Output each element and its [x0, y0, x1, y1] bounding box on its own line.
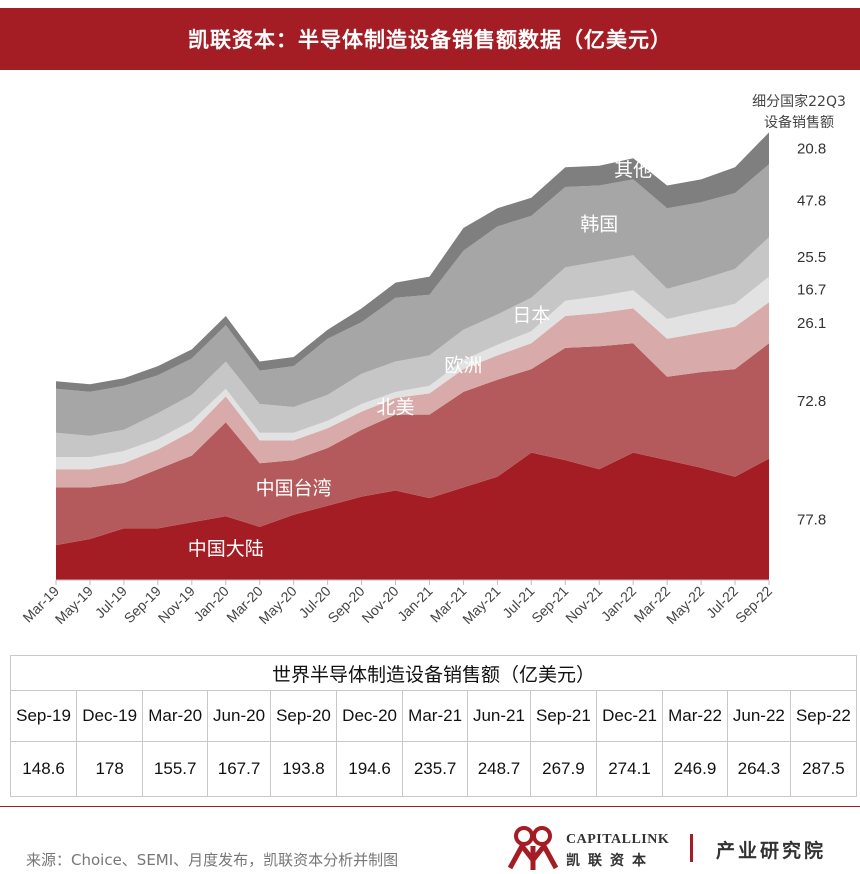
x-tick-label: Nov-19 [155, 583, 198, 626]
area-series-5 [56, 164, 769, 436]
series-label: 欧洲 [444, 355, 482, 377]
x-tick-label: May-21 [459, 583, 503, 627]
table-header-cell: Dec-21 [595, 690, 664, 742]
table-header-cell: Mar-21 [402, 690, 469, 742]
table-header-cell: Dec-20 [336, 690, 404, 742]
x-tick-label: May-20 [255, 583, 299, 627]
footer-divider [0, 806, 860, 807]
x-tick-label: Sep-19 [121, 583, 164, 626]
series-label: 韩国 [580, 213, 618, 235]
x-tick-label: Nov-20 [358, 583, 401, 626]
area-series-0 [56, 452, 769, 580]
area-series-2 [56, 302, 769, 488]
table-value-cell: 274.1 [595, 741, 664, 797]
table-header-cell: Dec-19 [76, 690, 144, 742]
series-label: 其他 [614, 159, 652, 181]
stacked-area-chart: Mar-19May-19Jul-19Sep-19Nov-19Jan-20Mar-… [19, 132, 826, 627]
table-header-cell: Jun-20 [207, 690, 271, 742]
legend-header-line1: 细分国家22Q3 [752, 94, 846, 110]
table-value-cell: 148.6 [9, 741, 78, 797]
table-value-cell: 246.9 [662, 741, 729, 797]
logo-english-name: CAPITALLINK [566, 832, 670, 847]
table-value-cell: 155.7 [142, 741, 209, 797]
table-header-cell: Sep-20 [269, 690, 338, 742]
table-value-cell: 248.7 [467, 741, 531, 797]
x-tick-label: May-19 [52, 583, 96, 627]
q3-value-label: 16.7 [797, 281, 826, 298]
q3-value-label: 77.8 [797, 511, 826, 528]
table-header-cell: Sep-22 [789, 690, 858, 742]
table-header-cell: Mar-20 [142, 690, 209, 742]
table-title: 世界半导体制造设备销售额（亿美元） [10, 655, 857, 691]
legend-header: 细分国家22Q3 设备销售额 [744, 92, 854, 134]
x-tick-label: May-22 [663, 583, 707, 627]
x-tick-label: Nov-21 [562, 583, 605, 626]
series-label: 北美 [377, 396, 415, 418]
table-value-cell: 178 [76, 741, 144, 797]
q3-value-label: 20.8 [797, 140, 826, 157]
area-series-1 [56, 343, 769, 546]
table-header-cell: Mar-22 [662, 690, 729, 742]
q3-value-label: 47.8 [797, 193, 826, 210]
table-value-cell: 194.6 [336, 741, 404, 797]
table-header-cell: Sep-21 [529, 690, 597, 742]
logo-chinese-name: 凯联资本 [566, 853, 654, 869]
page-title: 凯联资本：半导体制造设备销售额数据（亿美元） [188, 28, 672, 52]
q3-value-label: 26.1 [797, 315, 826, 332]
logo-separator [690, 834, 693, 862]
x-tick-label: Sep-20 [324, 583, 367, 626]
x-tick-label: Sep-21 [528, 583, 571, 626]
table-value-cell: 193.8 [269, 741, 338, 797]
series-label: 中国台湾 [256, 477, 332, 499]
table-header-cell: Jun-22 [727, 690, 791, 742]
table-value-cell: 287.5 [789, 741, 858, 797]
series-label: 中国大陆 [188, 538, 264, 560]
title-banner: 凯联资本：半导体制造设备销售额数据（亿美元） [0, 8, 860, 70]
series-label: 日本 [512, 304, 550, 326]
q3-value-label: 72.8 [797, 393, 826, 410]
source-note: 来源：Choice、SEMI、月度发布，凯联资本分析并制图 [26, 851, 399, 869]
table-value-cell: 235.7 [402, 741, 469, 797]
table-value-cell: 267.9 [529, 741, 597, 797]
legend-header-line2: 设备销售额 [764, 115, 834, 131]
table-value-cell: 167.7 [207, 741, 271, 797]
table-value-cell: 264.3 [727, 741, 791, 797]
table-header-cell: Jun-21 [467, 690, 531, 742]
area-series-4 [56, 237, 769, 458]
sales-table: 世界半导体制造设备销售额（亿美元） Sep-19 Dec-19 Mar-20 J… [9, 655, 858, 797]
capitallink-logo-icon [507, 826, 559, 870]
table-header-cell: Sep-19 [9, 690, 78, 742]
x-tick-label: Sep-22 [732, 583, 775, 626]
department-name: 产业研究院 [716, 840, 827, 862]
q3-value-label: 25.5 [797, 249, 826, 266]
area-series-3 [56, 276, 769, 470]
